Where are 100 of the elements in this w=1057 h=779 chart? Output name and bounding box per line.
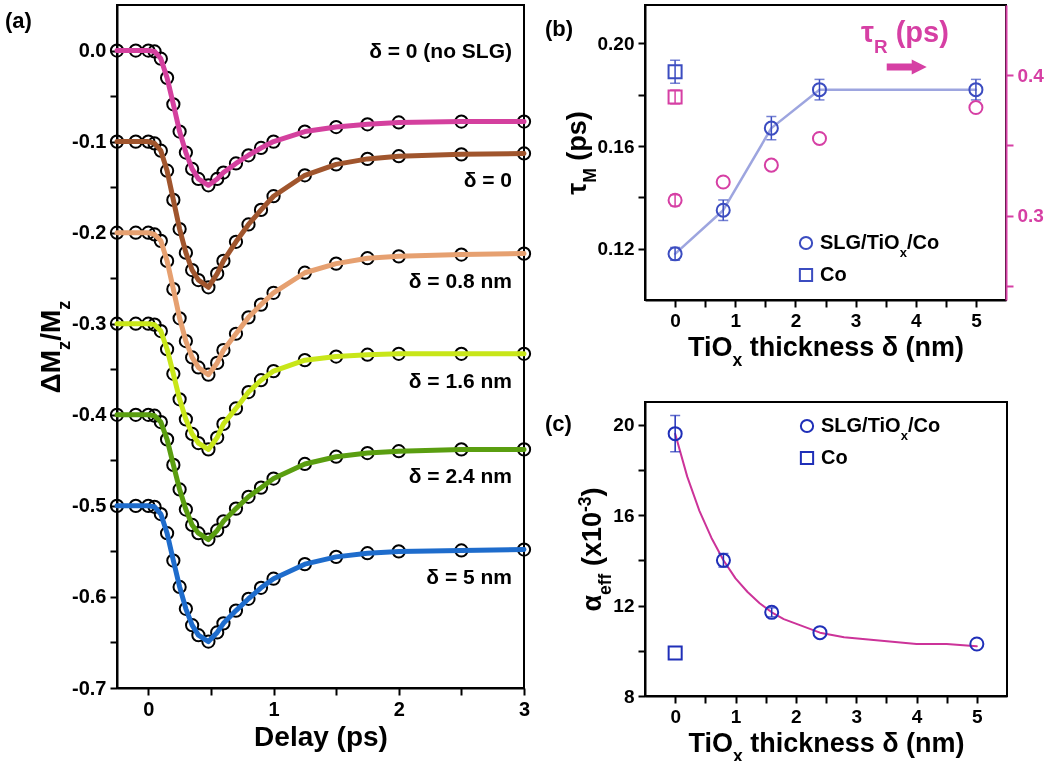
x-tick-label: 2 bbox=[791, 705, 802, 727]
y-tick-label: 0.12 bbox=[597, 238, 635, 260]
point bbox=[360, 347, 375, 362]
point bbox=[297, 124, 312, 139]
x-tick-label: 3 bbox=[850, 309, 862, 331]
point bbox=[159, 253, 175, 269]
legend-label: Co bbox=[821, 446, 848, 468]
point bbox=[201, 442, 216, 457]
point bbox=[811, 82, 827, 98]
point bbox=[391, 115, 406, 130]
point bbox=[391, 149, 406, 164]
point bbox=[216, 253, 231, 269]
point bbox=[391, 444, 406, 459]
y2-axis-title: τ$_{R}$ (ps) bbox=[861, 16, 949, 57]
point bbox=[216, 416, 231, 432]
point bbox=[329, 549, 344, 564]
point bbox=[172, 311, 187, 326]
point bbox=[715, 202, 731, 218]
point bbox=[360, 151, 375, 167]
point bbox=[253, 202, 269, 218]
point bbox=[159, 163, 175, 178]
y-tick-label: 12 bbox=[613, 595, 635, 617]
y-tick-label: 16 bbox=[613, 504, 635, 526]
point bbox=[166, 457, 181, 472]
x-tick-label: 2 bbox=[393, 697, 405, 720]
point bbox=[128, 43, 143, 58]
point bbox=[147, 227, 162, 242]
point bbox=[228, 603, 244, 618]
point bbox=[141, 316, 156, 331]
point bbox=[516, 442, 532, 457]
point bbox=[241, 591, 256, 606]
point bbox=[241, 310, 256, 325]
point bbox=[153, 143, 168, 158]
point bbox=[191, 272, 206, 288]
point bbox=[266, 363, 281, 379]
legend-label: SLG/TiO$_{x}$/Co bbox=[820, 231, 940, 260]
point bbox=[216, 165, 231, 180]
point bbox=[172, 579, 187, 595]
point bbox=[360, 445, 375, 461]
point bbox=[128, 407, 143, 422]
point bbox=[109, 43, 125, 58]
point bbox=[266, 471, 281, 486]
point bbox=[178, 245, 193, 260]
point bbox=[128, 316, 143, 331]
point bbox=[360, 117, 375, 132]
point bbox=[228, 326, 244, 341]
point bbox=[166, 97, 181, 112]
point bbox=[516, 114, 532, 129]
point bbox=[329, 157, 344, 172]
x-tick-label: 0 bbox=[670, 705, 681, 727]
point bbox=[391, 544, 406, 559]
point bbox=[191, 628, 206, 643]
point bbox=[185, 426, 200, 442]
point bbox=[109, 316, 125, 331]
point bbox=[216, 616, 231, 631]
series-label: δ = 2.4 nm bbox=[408, 464, 512, 488]
point bbox=[128, 498, 143, 513]
point bbox=[516, 542, 532, 557]
point bbox=[241, 489, 256, 504]
line-series bbox=[674, 432, 978, 648]
point bbox=[159, 70, 175, 85]
x-tick-label: 4 bbox=[911, 705, 923, 727]
series-label: δ = 5 nm bbox=[426, 564, 512, 588]
x-axis-title: Delay (ps) bbox=[254, 720, 388, 752]
x-tick-label: 0 bbox=[143, 697, 155, 720]
point bbox=[241, 217, 256, 232]
point bbox=[253, 580, 269, 595]
point bbox=[153, 323, 168, 339]
point bbox=[811, 130, 827, 146]
point bbox=[191, 171, 206, 187]
point bbox=[153, 506, 168, 522]
x-tick-label: 1 bbox=[730, 309, 742, 331]
point bbox=[147, 499, 162, 514]
point bbox=[454, 147, 469, 162]
point bbox=[210, 171, 225, 187]
point bbox=[178, 601, 193, 616]
point bbox=[147, 408, 162, 423]
point bbox=[266, 189, 281, 204]
point bbox=[297, 353, 312, 368]
point bbox=[216, 514, 231, 529]
series-label: δ = 0 bbox=[463, 168, 512, 192]
point bbox=[454, 114, 469, 129]
point bbox=[228, 401, 244, 416]
point bbox=[667, 64, 683, 80]
point bbox=[141, 225, 156, 240]
point bbox=[109, 407, 125, 422]
y-tick-label: -0.1 bbox=[72, 130, 107, 153]
point bbox=[172, 392, 187, 407]
point bbox=[185, 517, 200, 533]
point bbox=[969, 636, 985, 652]
point bbox=[172, 124, 187, 139]
x-tick-label: 1 bbox=[268, 697, 280, 720]
point bbox=[109, 498, 125, 513]
point bbox=[147, 44, 162, 59]
point bbox=[191, 526, 206, 541]
x-tick-label: 5 bbox=[972, 705, 984, 727]
point bbox=[128, 225, 143, 240]
point bbox=[360, 251, 375, 266]
point bbox=[667, 645, 683, 661]
point bbox=[516, 246, 532, 261]
